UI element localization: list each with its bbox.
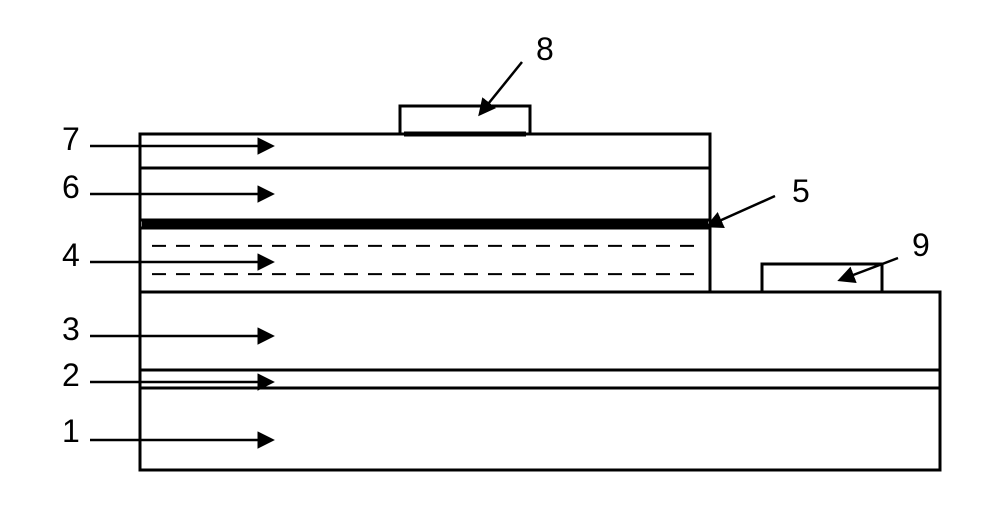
label-9: 9 [912, 227, 930, 263]
label-4: 4 [62, 237, 80, 273]
arrow-9 [840, 258, 898, 280]
layer-1 [140, 388, 940, 470]
label-3: 3 [62, 311, 80, 347]
label-8: 8 [536, 31, 554, 67]
electrode-side [762, 264, 882, 292]
label-1: 1 [62, 413, 80, 449]
label-5: 5 [792, 173, 810, 209]
layer-4 [140, 228, 710, 292]
electrode-top [400, 106, 530, 134]
label-7: 7 [62, 121, 80, 157]
layer-2 [140, 370, 940, 388]
layer-7 [140, 134, 710, 168]
label-6: 6 [62, 169, 80, 205]
label-2: 2 [62, 357, 80, 393]
layer-3 [140, 292, 940, 370]
arrow-5 [708, 196, 775, 226]
